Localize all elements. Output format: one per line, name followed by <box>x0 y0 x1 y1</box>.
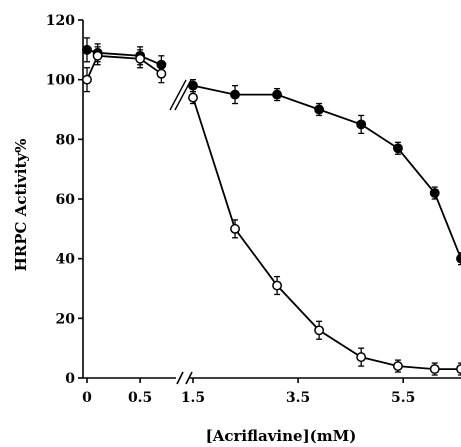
data-point <box>82 44 92 55</box>
y-tick-label: 0 <box>65 371 75 387</box>
x-tick-label: 1.5 <box>181 390 205 406</box>
data-point <box>429 364 440 374</box>
data-point <box>429 188 440 198</box>
x-axis-break-mark <box>176 371 184 385</box>
series-layer <box>82 37 461 376</box>
data-point <box>392 361 403 372</box>
data-point <box>272 280 283 291</box>
series-line <box>192 84 461 260</box>
y-axis-title: HRPC Activity% <box>12 139 30 272</box>
x-tick-label: 3.5 <box>286 390 310 406</box>
data-point <box>92 50 103 61</box>
y-tick-label: 20 <box>56 311 76 327</box>
data-point <box>188 80 198 91</box>
x-axis-break-mark <box>185 371 193 385</box>
x-tick-label: 0 <box>82 390 92 406</box>
series-line <box>86 54 162 81</box>
data-point <box>392 143 403 154</box>
data-point <box>356 119 367 130</box>
series-line <box>86 48 162 66</box>
data-point <box>82 74 92 85</box>
data-point <box>456 253 461 264</box>
data-point <box>156 68 167 79</box>
y-tick-label: 120 <box>46 13 75 29</box>
series-2 <box>82 46 461 376</box>
x-axis-label: [Acriflavine](mM) <box>206 427 357 445</box>
data-point <box>230 89 240 100</box>
data-point <box>188 92 198 103</box>
series-1 <box>82 37 461 266</box>
data-point <box>314 325 325 336</box>
y-tick-label: 100 <box>46 73 75 89</box>
series-line <box>192 97 461 370</box>
y-tick-label: 40 <box>56 252 76 268</box>
data-point <box>135 53 146 64</box>
y-tick-label: 60 <box>56 192 76 208</box>
data-point <box>230 223 240 234</box>
y-tick-label: 80 <box>56 132 76 148</box>
axes: 0 20 40 60 80 100 120 0 0.5 1.5 3.5 5.5 <box>46 13 461 406</box>
data-point <box>356 352 367 363</box>
data-point <box>272 89 283 100</box>
x-tick-label: 0.5 <box>128 390 152 406</box>
data-point <box>314 104 325 115</box>
x-tick-label: 5.5 <box>391 390 415 406</box>
data-point <box>456 364 461 374</box>
y-axis-label: HRPC Activity% <box>12 139 30 272</box>
data-break-mark <box>169 79 187 111</box>
